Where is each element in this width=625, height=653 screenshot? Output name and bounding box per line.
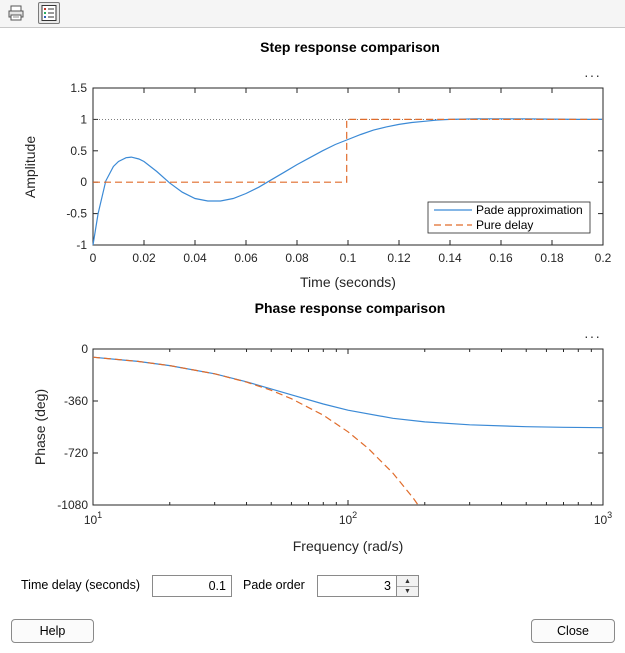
step-ytick-label: 0 (80, 175, 87, 189)
phase-ytick-label: -1080 (57, 498, 88, 512)
step-xtick-label: 0.1 (340, 251, 357, 265)
step-response-chart: 0 0.02 0.04 0.06 0.08 0.1 0.12 0.14 0.16 0.18 0.2 1… (22, 81, 612, 290)
step-xtick-label: 0.04 (183, 251, 207, 265)
step-xtick-label: 0.2 (595, 251, 612, 265)
step-xtick-label: 0.16 (489, 251, 513, 265)
step-ytick-label: 0.5 (70, 144, 87, 158)
step-ytick-label: -0.5 (66, 207, 87, 221)
legend-pade-label: Pade approximation (476, 203, 583, 217)
step-xtick-label: 0.06 (234, 251, 258, 265)
phase-delay-line (93, 356, 419, 505)
step-axes-more-button[interactable]: ··· (584, 67, 601, 83)
step-xtick-label: 0.12 (387, 251, 411, 265)
spinner-down-icon[interactable]: ▼ (404, 587, 411, 595)
time-delay-label: Time delay (seconds) (21, 578, 141, 592)
pade-order-spinner[interactable]: ▲ ▼ (397, 575, 419, 597)
printer-icon (8, 5, 24, 21)
step-xtick-label: 0.02 (132, 251, 156, 265)
phase-ytick-label: -360 (64, 394, 88, 408)
phase-xtick-label: 103 (594, 510, 612, 527)
figure-toolbar (0, 0, 625, 28)
phase-xtick-base: 10 (339, 513, 353, 527)
pade-order-label: Pade order (243, 578, 305, 592)
pade-order-field[interactable]: 3 (317, 575, 397, 597)
spinner-up-icon[interactable]: ▲ (397, 576, 418, 587)
close-button[interactable]: Close (531, 619, 615, 643)
phase-ytick-label: -720 (64, 446, 88, 460)
phase-xlabel: Frequency (rad/s) (293, 538, 403, 554)
phase-ylabel: Phase (deg) (32, 389, 48, 465)
step-xtick-label: 0.14 (438, 251, 462, 265)
step-pade-line (92, 118, 603, 246)
help-button[interactable]: Help (11, 619, 94, 643)
step-ytick-label: -1 (76, 238, 87, 252)
phase-axes-more-button[interactable]: ··· (584, 328, 601, 344)
phase-xtick-label: 101 (84, 510, 102, 527)
phase-xtick-base: 10 (84, 513, 98, 527)
print-button[interactable] (5, 2, 27, 24)
phase-xtick-label: 102 (339, 510, 357, 527)
step-xtick-label: 0.08 (285, 251, 309, 265)
step-xtick-label: 0.18 (540, 251, 564, 265)
time-delay-field[interactable]: 0.1 (152, 575, 232, 597)
legend-icon (41, 5, 57, 21)
step-ylabel: Amplitude (22, 136, 38, 198)
phase-xtick-exponent: 2 (352, 510, 357, 520)
phase-xtick-base: 10 (594, 513, 608, 527)
step-ytick-label: 1 (80, 112, 87, 126)
step-xtick-label: 0 (90, 251, 97, 265)
phase-xtick-exponent: 1 (97, 510, 102, 520)
step-ytick-label: 1.5 (70, 81, 87, 95)
step-delay-line (93, 118, 603, 183)
phase-xtick-exponent: 3 (607, 510, 612, 520)
step-plot-title: Step response comparison (260, 39, 440, 55)
step-xlabel: Time (seconds) (300, 274, 396, 290)
legend-delay-label: Pure delay (476, 218, 533, 232)
step-legend: Pade approximation Pure delay (427, 201, 591, 234)
phase-plot-title: Phase response comparison (254, 300, 446, 316)
phase-ytick-label: 0 (81, 342, 88, 356)
legend-toggle-button[interactable] (38, 2, 60, 24)
